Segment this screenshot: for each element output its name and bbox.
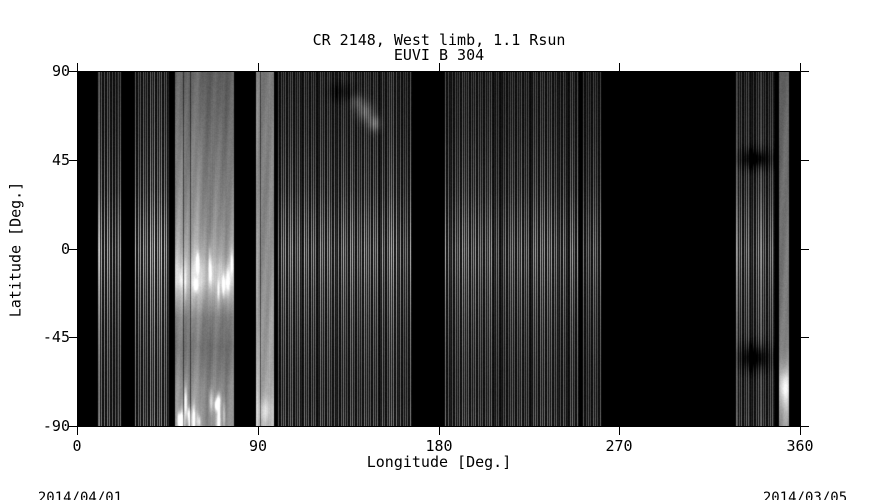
y-tick-label: -45 bbox=[42, 328, 70, 346]
y-axis-tick-right bbox=[801, 249, 809, 250]
y-axis-tick-left bbox=[69, 71, 77, 72]
y-axis-tick-right bbox=[801, 337, 809, 338]
synoptic-map-canvas bbox=[78, 72, 800, 426]
x-axis-tick-bottom bbox=[77, 427, 78, 435]
start-date: 2014/04/01 bbox=[37, 490, 123, 500]
end-datetime: 2014/03/05 15:43:39 bbox=[750, 466, 860, 500]
y-axis-tick-left bbox=[69, 160, 77, 161]
y-axis-tick-right bbox=[801, 71, 809, 72]
x-axis-tick-top bbox=[800, 63, 801, 71]
y-tick-label: 90 bbox=[51, 62, 70, 80]
x-axis-tick-top bbox=[258, 63, 259, 71]
y-axis-tick-left bbox=[69, 249, 77, 250]
end-date: 2014/03/05 bbox=[762, 490, 848, 500]
x-axis-tick-bottom bbox=[800, 427, 801, 435]
x-axis-tick-bottom bbox=[258, 427, 259, 435]
y-axis-tick-right bbox=[801, 160, 809, 161]
x-axis-tick-bottom bbox=[619, 427, 620, 435]
chart-title: CR 2148, West limb, 1.1 Rsun bbox=[312, 31, 566, 49]
x-tick-label: 180 bbox=[425, 437, 453, 455]
y-tick-label: -90 bbox=[42, 417, 70, 435]
chart-subtitle: EUVI B 304 bbox=[393, 46, 485, 64]
x-axis-label: Longitude [Deg.] bbox=[366, 453, 512, 471]
y-axis-tick-right bbox=[801, 426, 809, 427]
x-tick-label: 360 bbox=[786, 437, 814, 455]
x-tick-label: 270 bbox=[605, 437, 633, 455]
x-tick-label: 0 bbox=[72, 437, 82, 455]
x-axis-tick-top bbox=[439, 63, 440, 71]
y-tick-label: 0 bbox=[60, 240, 70, 258]
start-datetime: 2014/04/01 18:32:46 bbox=[25, 466, 135, 500]
y-axis-tick-left bbox=[69, 426, 77, 427]
x-axis-tick-top bbox=[77, 63, 78, 71]
x-axis-tick-bottom bbox=[439, 427, 440, 435]
y-tick-label: 45 bbox=[51, 151, 70, 169]
x-axis-tick-top bbox=[619, 63, 620, 71]
plot-frame bbox=[77, 71, 801, 427]
y-axis-tick-left bbox=[69, 337, 77, 338]
x-tick-label: 90 bbox=[248, 437, 268, 455]
